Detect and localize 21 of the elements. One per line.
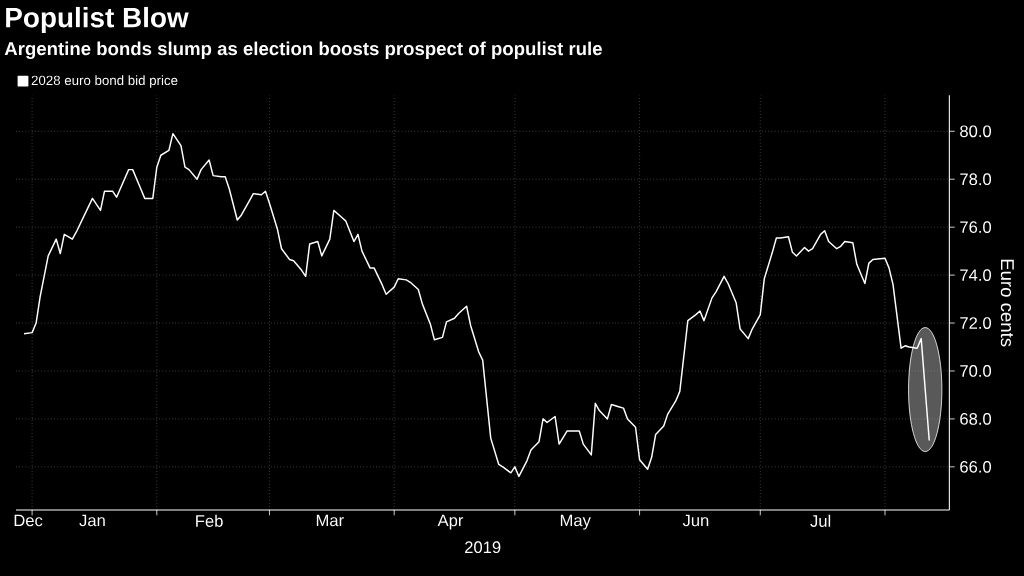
y-axis-title: Euro cents (1000, 259, 1014, 347)
x-tick-label: Dec (14, 514, 43, 527)
y-tick-label: 70.0 (960, 365, 992, 377)
x-tick-label: Apr (437, 514, 464, 530)
y-tick-label: 68.0 (960, 413, 992, 425)
x-tick-label: Jun (682, 514, 709, 527)
y-tick-label: 72.0 (960, 317, 992, 329)
x-tick-label: Jan (79, 514, 105, 527)
x-tick-label: Feb (196, 514, 223, 527)
y-tick-label: 78.0 (960, 173, 992, 186)
legend-label: 2028 euro bond bid price (31, 75, 178, 88)
x-tick-label: Jul (810, 514, 831, 527)
chart-title: Populist Blow (6, 6, 189, 33)
chart-subtitle: Argentine bonds slump as election boosts prospect of populist rule (4, 41, 602, 60)
y-tick-label: 76.0 (960, 221, 992, 234)
y-tick-label: 80.0 (960, 125, 992, 138)
x-tick-label: May (560, 514, 591, 530)
y-tick-label: 66.0 (960, 460, 992, 473)
x-tick-label: Mar (316, 514, 344, 527)
x-axis-title: 2019 (465, 541, 501, 554)
y-tick-label: 74.0 (960, 269, 992, 281)
